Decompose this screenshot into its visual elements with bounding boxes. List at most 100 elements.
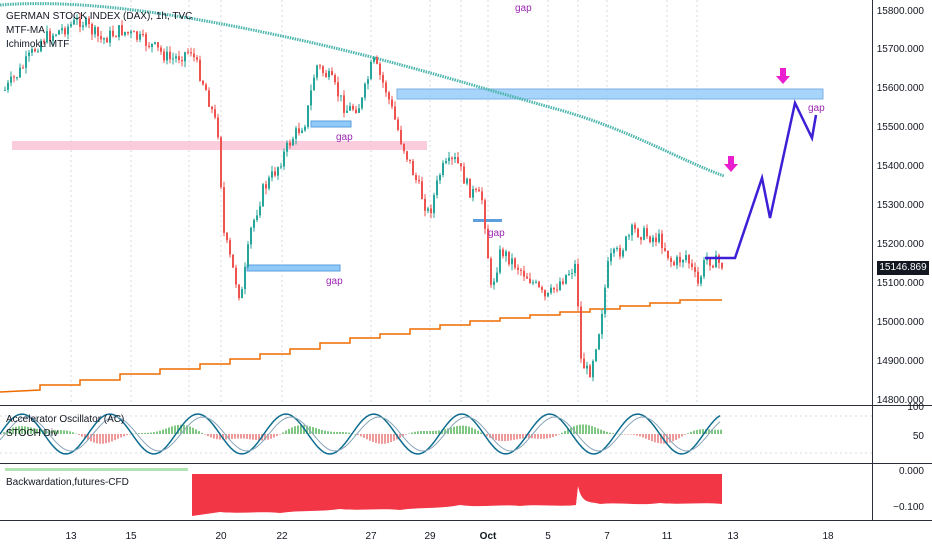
candle-body: [610, 253, 612, 262]
candle-body: [187, 52, 189, 54]
candle-body: [397, 119, 399, 130]
candle-body: [238, 284, 240, 299]
ac-bar: [294, 426, 296, 434]
ac-bar: [207, 434, 209, 437]
backwardation-label[interactable]: Backwardation,futures-CFD: [6, 477, 129, 488]
candle-body: [517, 267, 519, 270]
ac-bar: [687, 433, 689, 434]
osc-tick: 50: [912, 431, 924, 442]
candle-body: [139, 34, 141, 40]
candle-body: [4, 89, 6, 91]
ac-bar: [450, 427, 452, 434]
indicator-ichimoku[interactable]: Ichimoku MTF: [6, 39, 70, 50]
candle-body: [379, 63, 381, 75]
candle-body: [466, 178, 468, 184]
ac-bar: [552, 434, 554, 437]
ac-bar: [282, 432, 284, 434]
candle-body: [301, 130, 303, 133]
candle-body: [214, 109, 216, 118]
ac-bar: [609, 432, 611, 434]
candle-body: [361, 97, 363, 109]
ac-bar: [393, 434, 395, 441]
candle-body: [286, 142, 288, 152]
ac-bar: [717, 429, 719, 434]
candle-body: [22, 67, 24, 69]
ac-bar: [348, 432, 350, 434]
candle-body: [172, 58, 174, 60]
candle-body: [58, 30, 60, 35]
candle-body: [463, 166, 465, 184]
ac-bar: [12, 427, 14, 434]
ac-bar: [138, 433, 140, 434]
ac-bar: [117, 434, 119, 439]
candle-body: [163, 51, 165, 61]
ac-bar: [0, 434, 2, 435]
ac-bar: [423, 431, 425, 434]
ac-bar: [438, 430, 440, 434]
ac-bar: [507, 434, 509, 441]
pane-divider[interactable]: [0, 405, 932, 406]
pane-divider[interactable]: [0, 463, 932, 464]
ac-bar: [447, 428, 449, 434]
ac-bar: [129, 434, 131, 435]
candle-body: [25, 56, 27, 68]
ac-bar: [624, 434, 626, 435]
ac-bar: [165, 428, 167, 434]
ac-bar: [255, 434, 257, 441]
candle-body: [82, 25, 84, 28]
candle-body: [634, 224, 636, 229]
gap-zone-blue-mid: [473, 219, 502, 222]
candle-body: [373, 57, 375, 62]
candle-body: [241, 289, 243, 299]
ac-bar: [3, 432, 5, 434]
ac-bar: [603, 430, 605, 434]
oscillator-chart[interactable]: [0, 406, 873, 463]
ac-bar: [153, 432, 155, 434]
ac-bar: [369, 434, 371, 441]
stoch-label[interactable]: STOCH Div: [6, 428, 59, 439]
candle-body: [61, 28, 63, 31]
candle-body: [700, 276, 702, 284]
candle-body: [508, 251, 510, 265]
ac-bar: [27, 426, 29, 434]
candle-body: [151, 43, 153, 48]
candle-body: [340, 95, 342, 97]
candle-body: [583, 358, 585, 369]
candle-body: [247, 244, 249, 267]
ac-label[interactable]: Accelerator Oscillator (AC): [6, 414, 125, 425]
candle-body: [16, 77, 18, 79]
candle-body: [304, 126, 306, 131]
candle-body: [526, 276, 528, 279]
candle-body: [421, 181, 423, 199]
pane-divider[interactable]: [0, 520, 932, 521]
ac-bar: [516, 434, 518, 440]
ac-bar: [468, 426, 470, 434]
ac-bar: [711, 429, 713, 434]
candle-body: [79, 18, 81, 28]
indicator-mtf-ma[interactable]: MTF-MA: [6, 25, 45, 36]
candle-body: [328, 71, 330, 78]
candle-body: [601, 313, 603, 335]
candle-body: [412, 160, 414, 176]
candle-body: [487, 228, 489, 259]
candle-body: [613, 248, 615, 254]
candle-body: [142, 34, 144, 36]
candle-body: [334, 75, 336, 83]
ac-bar: [408, 433, 410, 435]
price-chart[interactable]: [0, 0, 873, 405]
candle-body: [70, 24, 72, 27]
candle-body: [496, 272, 498, 282]
ac-bar: [549, 434, 551, 438]
ac-bar: [270, 434, 272, 439]
ac-bar: [264, 434, 266, 441]
ac-bar: [45, 430, 47, 434]
stoch-line: [0, 413, 721, 455]
ac-bar: [537, 434, 539, 439]
time-tick: 20: [215, 531, 227, 542]
candle-body: [271, 171, 273, 178]
backwardation-chart[interactable]: [0, 464, 873, 520]
candle-body: [505, 251, 507, 257]
candle-body: [502, 249, 504, 257]
candle-body: [7, 82, 9, 90]
ac-bar: [132, 433, 134, 435]
